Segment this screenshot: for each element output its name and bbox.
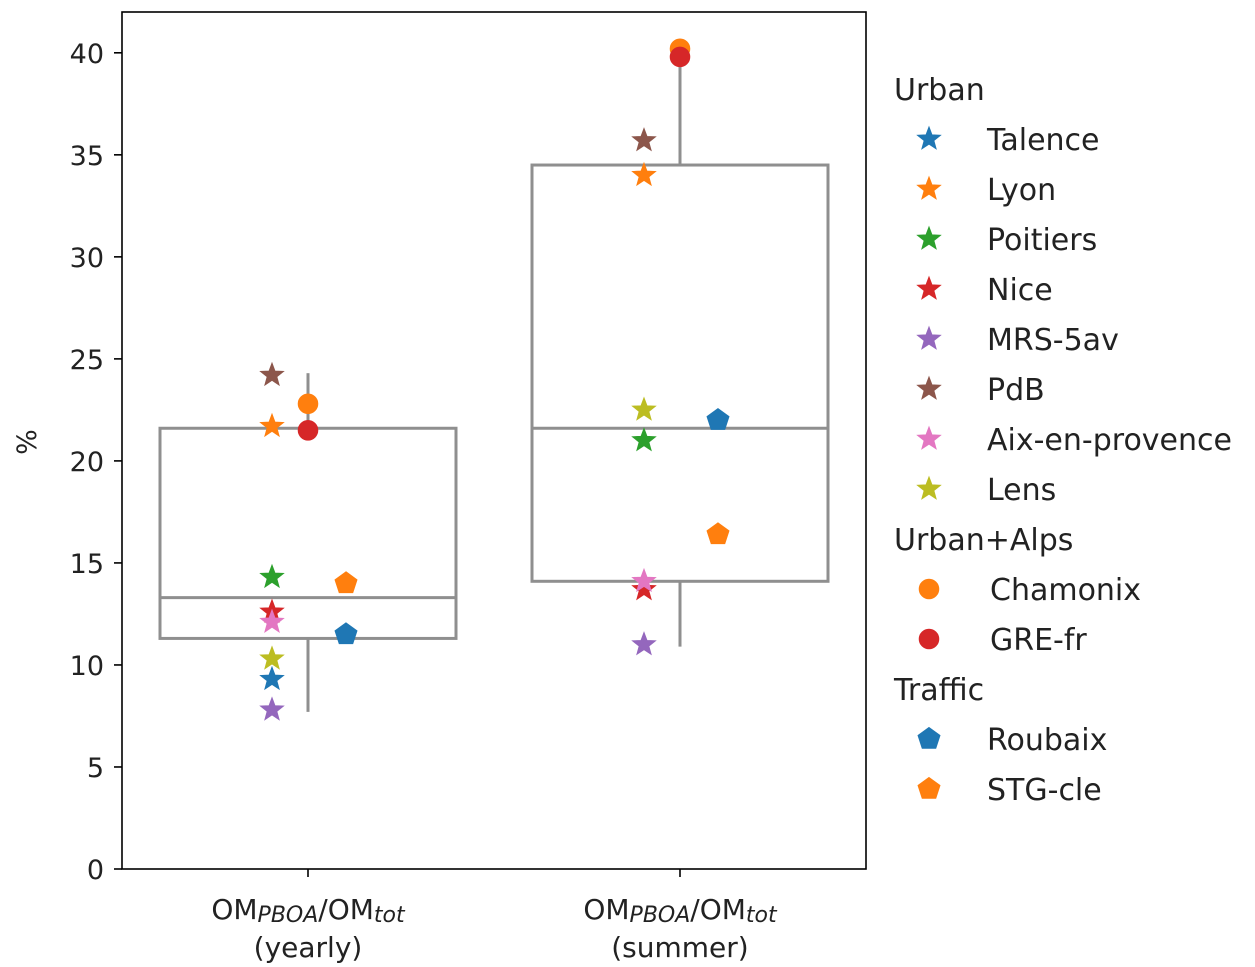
y-tick-label: 25 [70, 345, 104, 376]
x-tick-label: OMPBOA/OMtot [211, 893, 406, 928]
x-axis: OMPBOA/OMtot(yearly)OMPBOA/OMtot(summer) [211, 869, 778, 964]
point-stg-cle [706, 522, 730, 545]
point-poitiers [259, 563, 285, 589]
legend-marker-lyon [916, 175, 942, 200]
y-tick-label: 15 [70, 549, 104, 580]
legend-item-talence: Talence [916, 123, 1100, 158]
legend-item-lens: Lens [916, 473, 1056, 508]
point-lens [259, 645, 285, 670]
legend-item-pdb: PdB [916, 373, 1045, 408]
y-tick-label: 30 [70, 243, 104, 274]
legend-item-gre-fr: GRE-fr [918, 623, 1087, 658]
point-mrs-5av [259, 696, 285, 721]
y-tick-label: 35 [70, 141, 104, 172]
y-tick-label: 5 [87, 753, 104, 784]
point-mrs-5av [631, 631, 657, 656]
point-pdb [631, 127, 657, 152]
x-tick-label-period: (yearly) [254, 931, 363, 964]
legend-marker-chamonix [918, 578, 940, 600]
y-axis: 0 5 10 15 20 25 30 35 40 [70, 39, 122, 886]
legend-item-mrs-5av: MRS-5av [916, 323, 1119, 358]
y-axis-label: % [12, 429, 43, 455]
y-tick-label: 20 [70, 447, 104, 478]
legend-marker-pdb [916, 375, 942, 400]
legend-group-title: Urban [894, 73, 985, 108]
legend-marker-gre-fr [918, 628, 940, 650]
point-roubaix [706, 407, 730, 430]
legend-group-title: Traffic [893, 673, 984, 708]
legend-marker-poitiers [916, 225, 942, 250]
legend-item-lyon: Lyon [916, 173, 1056, 208]
legend-label: Nice [987, 273, 1053, 308]
point-gre-fr [297, 420, 319, 441]
point-stg-cle [334, 571, 358, 594]
legend-item-aix-en-provence: Aix-en-provence [916, 423, 1232, 458]
x-tick-label: OMPBOA/OMtot [583, 893, 778, 928]
point-nice [631, 576, 657, 601]
point-poitiers [631, 427, 657, 452]
legend-item-poitiers: Poitiers [916, 223, 1097, 258]
box-iqr [530, 163, 830, 583]
point-lyon [259, 412, 285, 438]
legend-marker-mrs-5av [916, 325, 942, 350]
y-tick-label: 0 [87, 855, 104, 886]
legend-marker-nice [916, 275, 942, 300]
legend-item-stg-cle: STG-cle [917, 773, 1102, 808]
legend-label: PdB [987, 373, 1045, 408]
legend-item-nice: Nice [916, 273, 1053, 308]
box-2 [530, 46, 830, 647]
point-chamonix [297, 393, 319, 415]
point-aix-en-provence [259, 608, 285, 633]
legend-item-chamonix: Chamonix [918, 573, 1141, 608]
legend-label: Talence [986, 123, 1100, 158]
legend-item-roubaix: Roubaix [917, 723, 1107, 758]
legend-label: Lyon [987, 173, 1056, 208]
y-tick-label: 10 [70, 651, 104, 682]
legend-label: Roubaix [987, 723, 1107, 758]
legend-label: MRS-5av [987, 323, 1119, 358]
x-tick-label-period: (summer) [611, 931, 748, 964]
plot-frame [121, 11, 867, 870]
legend-marker-roubaix [917, 726, 941, 749]
legend-label: STG-cle [987, 773, 1102, 808]
legend-label: Chamonix [990, 573, 1141, 608]
legend-label: Poitiers [987, 223, 1097, 258]
legend-label: Aix-en-provence [987, 423, 1232, 458]
legend-label: GRE-fr [990, 623, 1087, 658]
y-tick-label: 40 [70, 39, 104, 70]
point-aix-en-provence [631, 567, 657, 593]
legend-label: Lens [987, 473, 1056, 508]
point-pdb [259, 361, 285, 387]
box-plots [158, 46, 830, 712]
point-lens [631, 396, 657, 421]
point-gre-fr [669, 46, 691, 68]
point-roubaix [334, 622, 358, 645]
point-lyon [631, 161, 657, 187]
legend-marker-stg-cle [917, 776, 941, 799]
legend-group-title: Urban+Alps [894, 523, 1073, 558]
legend-marker-lens [916, 475, 942, 500]
data-points [259, 38, 730, 721]
box-iqr [158, 426, 458, 640]
legend-marker-talence [916, 125, 942, 150]
legend-marker-aix-en-provence [916, 425, 942, 450]
point-talence [259, 665, 285, 691]
